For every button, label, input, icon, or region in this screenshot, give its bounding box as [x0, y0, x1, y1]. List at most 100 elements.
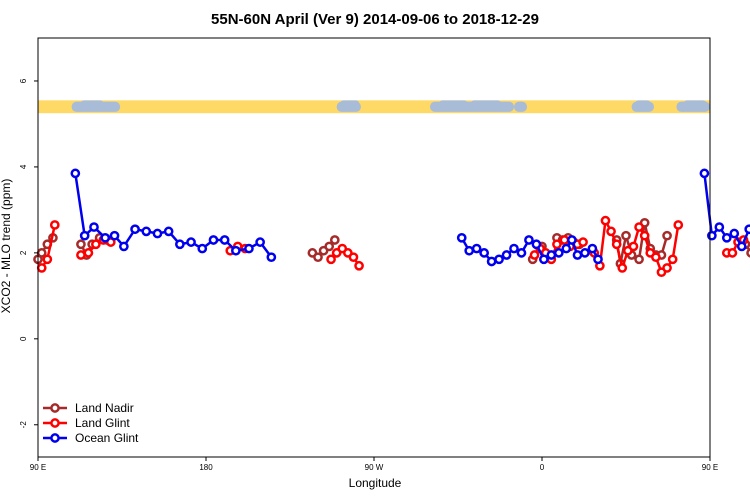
- data-point: [567, 235, 577, 245]
- series-line: [744, 243, 750, 254]
- data-point: [91, 239, 101, 250]
- legend-label: Land Nadir: [75, 401, 134, 415]
- data-point: [552, 239, 562, 250]
- data-point: [175, 239, 185, 250]
- data-point: [324, 241, 335, 252]
- x-tick-label: 90 E: [30, 463, 46, 472]
- legend-marker: [50, 433, 60, 443]
- map-band-ocean: [340, 100, 360, 107]
- y-tick-label: 4: [19, 164, 28, 169]
- data-point: [516, 248, 527, 258]
- data-point: [494, 254, 504, 265]
- data-point: [559, 235, 570, 245]
- data-point: [479, 248, 489, 258]
- data-point: [141, 226, 152, 237]
- data-point: [673, 220, 684, 230]
- y-axis-label: XCO2 - MLO trend (ppm): [0, 179, 13, 314]
- data-point: [464, 245, 475, 256]
- data-point: [119, 241, 129, 252]
- data-point: [639, 230, 650, 241]
- data-point: [501, 250, 512, 260]
- data-point: [531, 239, 542, 250]
- x-axis: 90 E 180 90 W 0 90 E: [30, 457, 718, 472]
- data-point: [707, 230, 717, 241]
- data-point: [109, 230, 120, 241]
- data-point: [36, 248, 47, 258]
- data-point: [456, 232, 467, 243]
- x-tick-label: 180: [199, 463, 213, 472]
- data-point: [186, 237, 196, 247]
- data-point: [152, 228, 163, 239]
- data-point: [580, 248, 590, 258]
- data-point: [83, 248, 94, 258]
- data-point: [634, 254, 644, 265]
- map-band-ocean: [80, 100, 104, 107]
- data-point: [600, 215, 611, 226]
- series-ocean-glint: [70, 168, 750, 267]
- data-point: [721, 232, 732, 243]
- data-point: [70, 168, 81, 179]
- data-point: [42, 254, 53, 265]
- data-point: [244, 243, 254, 254]
- data-point: [628, 241, 639, 252]
- data-point: [524, 235, 534, 245]
- data-point: [313, 252, 323, 263]
- data-point: [593, 254, 603, 265]
- data-point: [714, 222, 725, 232]
- legend-marker: [50, 403, 60, 413]
- data-point: [354, 260, 364, 271]
- data-point: [208, 235, 219, 245]
- data-point: [130, 224, 140, 235]
- data-point: [509, 243, 519, 254]
- x-axis-label: Longitude: [349, 476, 402, 490]
- data-point: [89, 222, 99, 232]
- data-point: [529, 250, 540, 260]
- data-point: [729, 228, 740, 239]
- legend-marker: [50, 418, 60, 428]
- data-point: [471, 243, 482, 254]
- data-point: [611, 239, 622, 250]
- plot-area: [33, 168, 750, 278]
- data-point: [348, 252, 359, 263]
- data-point: [667, 254, 678, 265]
- data-point: [621, 230, 631, 241]
- data-point: [634, 222, 644, 232]
- map-band-ocean: [439, 100, 468, 107]
- data-point: [36, 263, 47, 273]
- data-point: [76, 239, 86, 250]
- data-point: [486, 256, 497, 267]
- data-point: [606, 226, 616, 237]
- map-band-ocean: [514, 101, 528, 112]
- map-band-ocean: [635, 100, 651, 107]
- data-point: [329, 235, 340, 245]
- data-point: [255, 237, 265, 247]
- data-point: [266, 252, 277, 263]
- world-map-band: [38, 100, 710, 114]
- y-tick-label: 0: [19, 336, 28, 341]
- data-point: [572, 250, 583, 260]
- data-point: [79, 230, 90, 241]
- x-tick-label: 0: [540, 463, 545, 472]
- data-point: [546, 250, 557, 260]
- data-point: [49, 220, 60, 230]
- data-point: [587, 243, 598, 254]
- legend-label: Ocean Glint: [75, 431, 139, 445]
- data-point: [100, 232, 111, 243]
- data-point: [651, 252, 661, 263]
- data-point: [197, 243, 208, 254]
- y-tick-label: -2: [19, 421, 28, 429]
- y-tick-label: 2: [19, 250, 28, 255]
- map-band-land: [38, 100, 710, 114]
- data-point: [744, 224, 750, 235]
- data-point: [553, 248, 564, 258]
- data-point: [746, 248, 750, 258]
- data-point: [662, 230, 672, 241]
- map-band-ocean: [683, 100, 707, 107]
- data-point: [163, 226, 174, 237]
- map-band-ocean: [471, 100, 501, 107]
- data-point: [617, 263, 628, 273]
- data-point: [326, 254, 336, 265]
- data-point: [231, 245, 241, 256]
